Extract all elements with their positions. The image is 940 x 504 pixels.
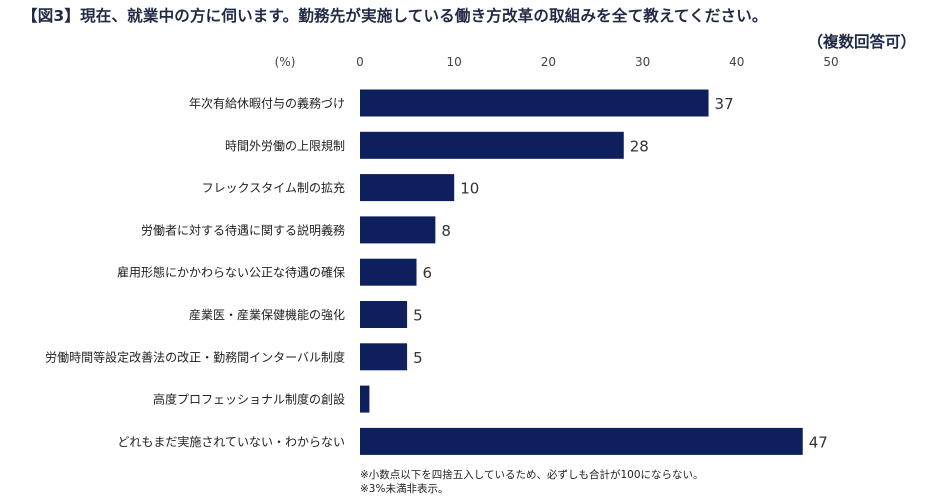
category-label: フレックスタイム制の拡充 bbox=[202, 180, 345, 195]
data-label: 28 bbox=[630, 137, 649, 155]
bar bbox=[360, 385, 370, 413]
category-label: 労働時間等設定改善法の改正・勤務間インターバル制度 bbox=[45, 349, 345, 364]
x-tick-label: 10 bbox=[447, 55, 462, 69]
footnote-rounding: ※小数点以下を四捨五入しているため、必ずしも合計が100にならない。 bbox=[360, 469, 704, 481]
data-label: 47 bbox=[809, 433, 828, 451]
x-tick-label: 30 bbox=[635, 55, 650, 69]
bar bbox=[360, 301, 408, 328]
x-tick-label: 40 bbox=[729, 55, 744, 69]
data-label: 10 bbox=[460, 180, 479, 198]
category-label: どれもまだ実施されていない・わからない bbox=[117, 434, 345, 449]
bar bbox=[360, 216, 436, 244]
data-label: 37 bbox=[715, 95, 734, 113]
category-label: 労働者に対する待遇に関する説明義務 bbox=[141, 222, 345, 237]
footnote-threshold: ※3%未満非表示。 bbox=[360, 483, 449, 495]
chart-subtitle: （複数回答可） bbox=[807, 33, 916, 51]
x-tick-label: 0 bbox=[356, 55, 364, 69]
chart-title: 【図3】現在、就業中の方に伺います。勤務先が実施している働き方改革の取組みを全て… bbox=[22, 7, 768, 25]
bar bbox=[360, 427, 803, 455]
category-label: 雇用形態にかかわらない公正な待遇の確保 bbox=[117, 265, 345, 280]
bar bbox=[360, 174, 455, 202]
bar bbox=[360, 258, 417, 286]
bar bbox=[360, 89, 709, 117]
footnotes: ※小数点以下を四捨五入しているため、必ずしも合計が100にならない。 ※3%未満… bbox=[360, 468, 704, 496]
bar bbox=[360, 131, 624, 159]
category-label: 時間外労働の上限規制 bbox=[225, 138, 345, 153]
category-label: 産業医・産業保健機能の強化 bbox=[189, 307, 345, 322]
data-label: 5 bbox=[413, 307, 423, 325]
data-label: 6 bbox=[423, 264, 433, 282]
x-tick-label: 20 bbox=[541, 55, 556, 69]
unit-label: (%) bbox=[275, 55, 296, 69]
category-label: 高度プロフェッショナル制度の創設 bbox=[153, 392, 345, 407]
data-label: 5 bbox=[413, 349, 423, 367]
data-label: 8 bbox=[441, 222, 451, 240]
bar bbox=[360, 343, 408, 371]
category-label: 年次有給休暇付与の義務づけ bbox=[189, 96, 345, 111]
x-tick-label: 50 bbox=[823, 55, 838, 69]
